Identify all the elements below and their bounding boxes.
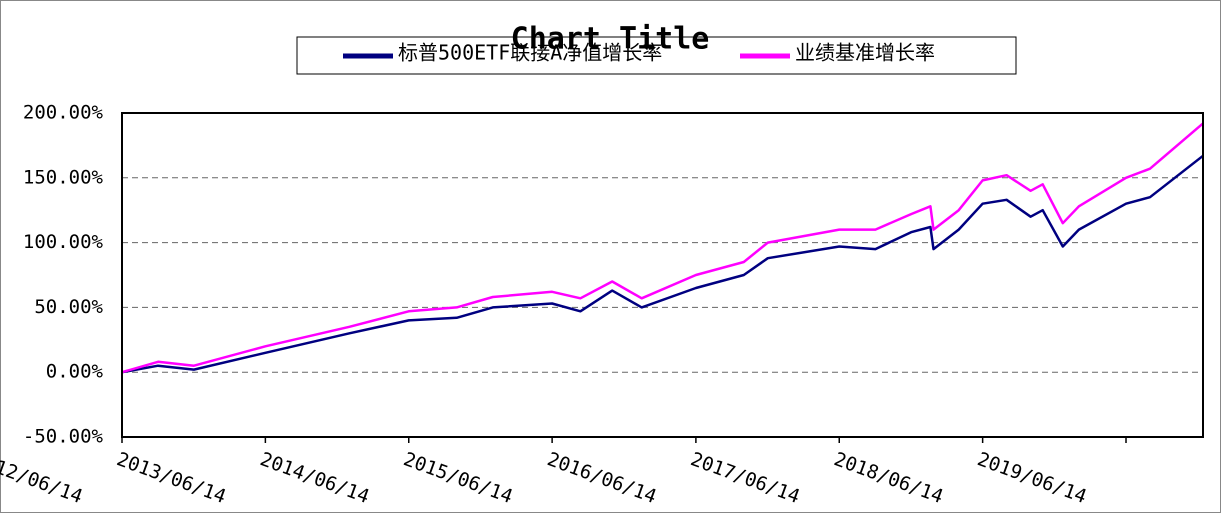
y-tick-label: 150.00% [23, 166, 104, 188]
legend-box [296, 36, 1017, 75]
legend-label: 标普500ETF联接A净值增长率 [398, 41, 662, 65]
plot-frame [121, 112, 1204, 438]
legend-label: 业绩基准增长率 [795, 41, 935, 65]
series-line [121, 154, 1204, 374]
series-line [121, 122, 1204, 374]
y-tick-label: -50.00% [23, 426, 104, 448]
y-tick-label: 200.00% [23, 102, 104, 124]
y-tick-label: 50.00% [34, 296, 103, 318]
chart-title: Chart Title [511, 22, 710, 57]
y-tick-label: 0.00% [46, 361, 104, 383]
y-tick-label: 100.00% [23, 231, 104, 253]
